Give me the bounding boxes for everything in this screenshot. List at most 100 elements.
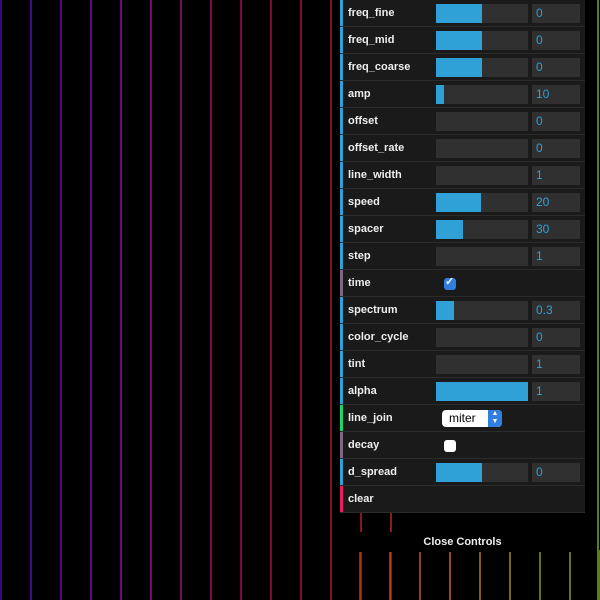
slider[interactable]: [436, 301, 528, 320]
slider-fill: [436, 463, 482, 482]
row-accent: [340, 324, 343, 350]
slider[interactable]: [436, 85, 528, 104]
control-label: offset: [348, 115, 378, 127]
row-accent: [340, 270, 343, 296]
control-label: line_width: [348, 169, 402, 181]
controls-panel: freq_fine 0 freq_mid 0 freq_coarse 0 amp 10 offs…: [340, 0, 585, 513]
control-row-amp: amp 10: [340, 81, 585, 108]
row-accent: [340, 81, 343, 107]
control-row-freq-coarse: freq_coarse 0: [340, 54, 585, 81]
number-input[interactable]: 0: [532, 31, 580, 50]
slider[interactable]: [436, 112, 528, 131]
control-row-offset: offset 0: [340, 108, 585, 135]
slider[interactable]: [436, 463, 528, 482]
slider[interactable]: [436, 58, 528, 77]
control-label: tint: [348, 358, 366, 370]
slider[interactable]: [436, 193, 528, 212]
control-label: d_spread: [348, 466, 397, 478]
control-row-freq-fine: freq_fine 0: [340, 0, 585, 27]
control-row-color-cycle: color_cycle 0: [340, 324, 585, 351]
control-row-alpha: alpha 1: [340, 378, 585, 405]
control-row-spectrum: spectrum 0.3: [340, 297, 585, 324]
control-label: line_join: [348, 412, 393, 424]
row-accent: [340, 351, 343, 377]
control-label: spacer: [348, 223, 384, 235]
control-row-line-width: line_width 1: [340, 162, 585, 189]
control-row-step: step 1: [340, 243, 585, 270]
control-row-time: time ✓: [340, 270, 585, 297]
number-input[interactable]: 1: [532, 355, 580, 374]
row-accent: [340, 216, 343, 242]
row-accent: [340, 27, 343, 53]
number-input[interactable]: 0.3: [532, 301, 580, 320]
slider[interactable]: [436, 31, 528, 50]
control-label: amp: [348, 88, 371, 100]
control-label: freq_coarse: [348, 61, 411, 73]
slider[interactable]: [436, 382, 528, 401]
control-row-speed: speed 20: [340, 189, 585, 216]
slider[interactable]: [436, 4, 528, 23]
control-row-d-spread: d_spread 0: [340, 459, 585, 486]
control-label: color_cycle: [348, 331, 409, 343]
number-input[interactable]: 0: [532, 4, 580, 23]
control-label: freq_mid: [348, 34, 395, 46]
up-down-chevron-icon: ▲ ▼: [488, 410, 502, 427]
control-row-spacer: spacer 30: [340, 216, 585, 243]
control-row-tint: tint 1: [340, 351, 585, 378]
number-input[interactable]: 10: [532, 85, 580, 104]
slider-fill: [436, 301, 455, 320]
number-input[interactable]: 1: [532, 247, 580, 266]
row-accent: [340, 54, 343, 80]
row-accent: [340, 108, 343, 134]
number-input[interactable]: 1: [532, 382, 580, 401]
select-dropdown[interactable]: miter ▲ ▼: [442, 410, 502, 427]
slider-fill: [436, 58, 482, 77]
number-input[interactable]: 30: [532, 220, 580, 239]
close-controls-button[interactable]: Close Controls: [340, 532, 585, 552]
control-label: spectrum: [348, 304, 398, 316]
control-label: clear: [348, 493, 374, 505]
number-input[interactable]: 0: [532, 463, 580, 482]
checkbox[interactable]: ✓: [444, 276, 456, 290]
slider-fill: [436, 4, 482, 23]
control-label: alpha: [348, 385, 377, 397]
control-label: time: [348, 277, 371, 289]
number-input[interactable]: 0: [532, 139, 580, 158]
control-label: offset_rate: [348, 142, 405, 154]
slider-fill: [436, 382, 528, 401]
number-input[interactable]: 20: [532, 193, 580, 212]
control-label: speed: [348, 196, 380, 208]
slider[interactable]: [436, 139, 528, 158]
slider[interactable]: [436, 247, 528, 266]
slider-fill: [436, 220, 463, 239]
checkbox[interactable]: [444, 440, 456, 452]
row-accent: [340, 162, 343, 188]
slider-fill: [436, 193, 482, 212]
slider[interactable]: [436, 355, 528, 374]
row-accent: [340, 189, 343, 215]
row-accent: [340, 486, 343, 512]
row-accent: [340, 432, 343, 458]
row-accent: [340, 297, 343, 323]
slider[interactable]: [436, 328, 528, 347]
control-row-clear[interactable]: clear: [340, 486, 585, 513]
control-label: freq_fine: [348, 7, 395, 19]
row-accent: [340, 378, 343, 404]
slider[interactable]: [436, 220, 528, 239]
row-accent: [340, 243, 343, 269]
row-accent: [340, 0, 343, 26]
control-row-line-join: line_join miter ▲ ▼: [340, 405, 585, 432]
control-row-decay: decay: [340, 432, 585, 459]
row-accent: [340, 405, 343, 431]
number-input[interactable]: 0: [532, 328, 580, 347]
control-row-offset-rate: offset_rate 0: [340, 135, 585, 162]
number-input[interactable]: 0: [532, 112, 580, 131]
control-label: step: [348, 250, 371, 262]
slider[interactable]: [436, 166, 528, 185]
number-input[interactable]: 1: [532, 166, 580, 185]
select-value: miter: [449, 411, 476, 425]
slider-fill: [436, 31, 482, 50]
number-input[interactable]: 0: [532, 58, 580, 77]
slider-fill: [436, 85, 445, 104]
row-accent: [340, 459, 343, 485]
